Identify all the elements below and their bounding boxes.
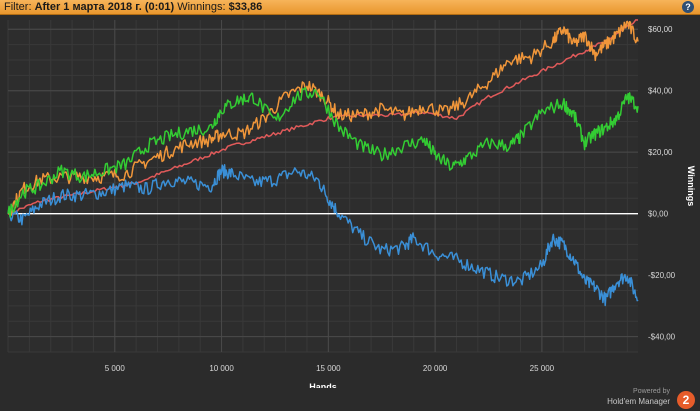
y-tick-label: $60,00	[648, 25, 673, 34]
y-tick-label: $0,00	[648, 210, 669, 219]
filter-value[interactable]: After 1 марта 2018 г. (0:01)	[34, 1, 175, 13]
winnings-label: Winnings:	[177, 1, 226, 13]
y-tick-label: $20,00	[648, 148, 673, 157]
x-tick-label: 25 000	[530, 364, 555, 373]
filter-label: Filter:	[4, 1, 32, 13]
series-line-net-won	[7, 86, 639, 218]
powered-by-text: Powered by	[633, 388, 670, 395]
y-tick-label: $40,00	[648, 87, 673, 96]
help-icon[interactable]: ?	[682, 1, 694, 13]
x-tick-label: 20 000	[423, 364, 448, 373]
series-line-showdown	[7, 164, 639, 307]
x-tick-label: 5 000	[105, 364, 126, 373]
series-line-all-in-ev	[7, 20, 639, 216]
x-axis-title: Hands	[309, 382, 337, 388]
y-tick-label: -$20,00	[648, 271, 676, 280]
winnings-value: $33,86	[228, 1, 263, 13]
x-tick-label: 10 000	[209, 364, 234, 373]
product-name: Hold'em Manager	[607, 397, 670, 406]
winnings-graph: 5 000 10 000 15 000 20 000 25 000 $60,00 $40,0…	[7, 19, 696, 388]
y-axis-title: Winnings	[686, 166, 696, 206]
filter-bar: Filter: After 1 марта 2018 г. (0:01) Win…	[0, 0, 700, 15]
hm2-logo-icon: 2	[677, 391, 695, 409]
powered-by-block: Powered by Hold'em Manager 2	[590, 388, 700, 411]
x-tick-label: 15 000	[316, 364, 341, 373]
y-tick-label: -$40,00	[648, 333, 676, 342]
series-line-non-showdown	[7, 19, 639, 216]
